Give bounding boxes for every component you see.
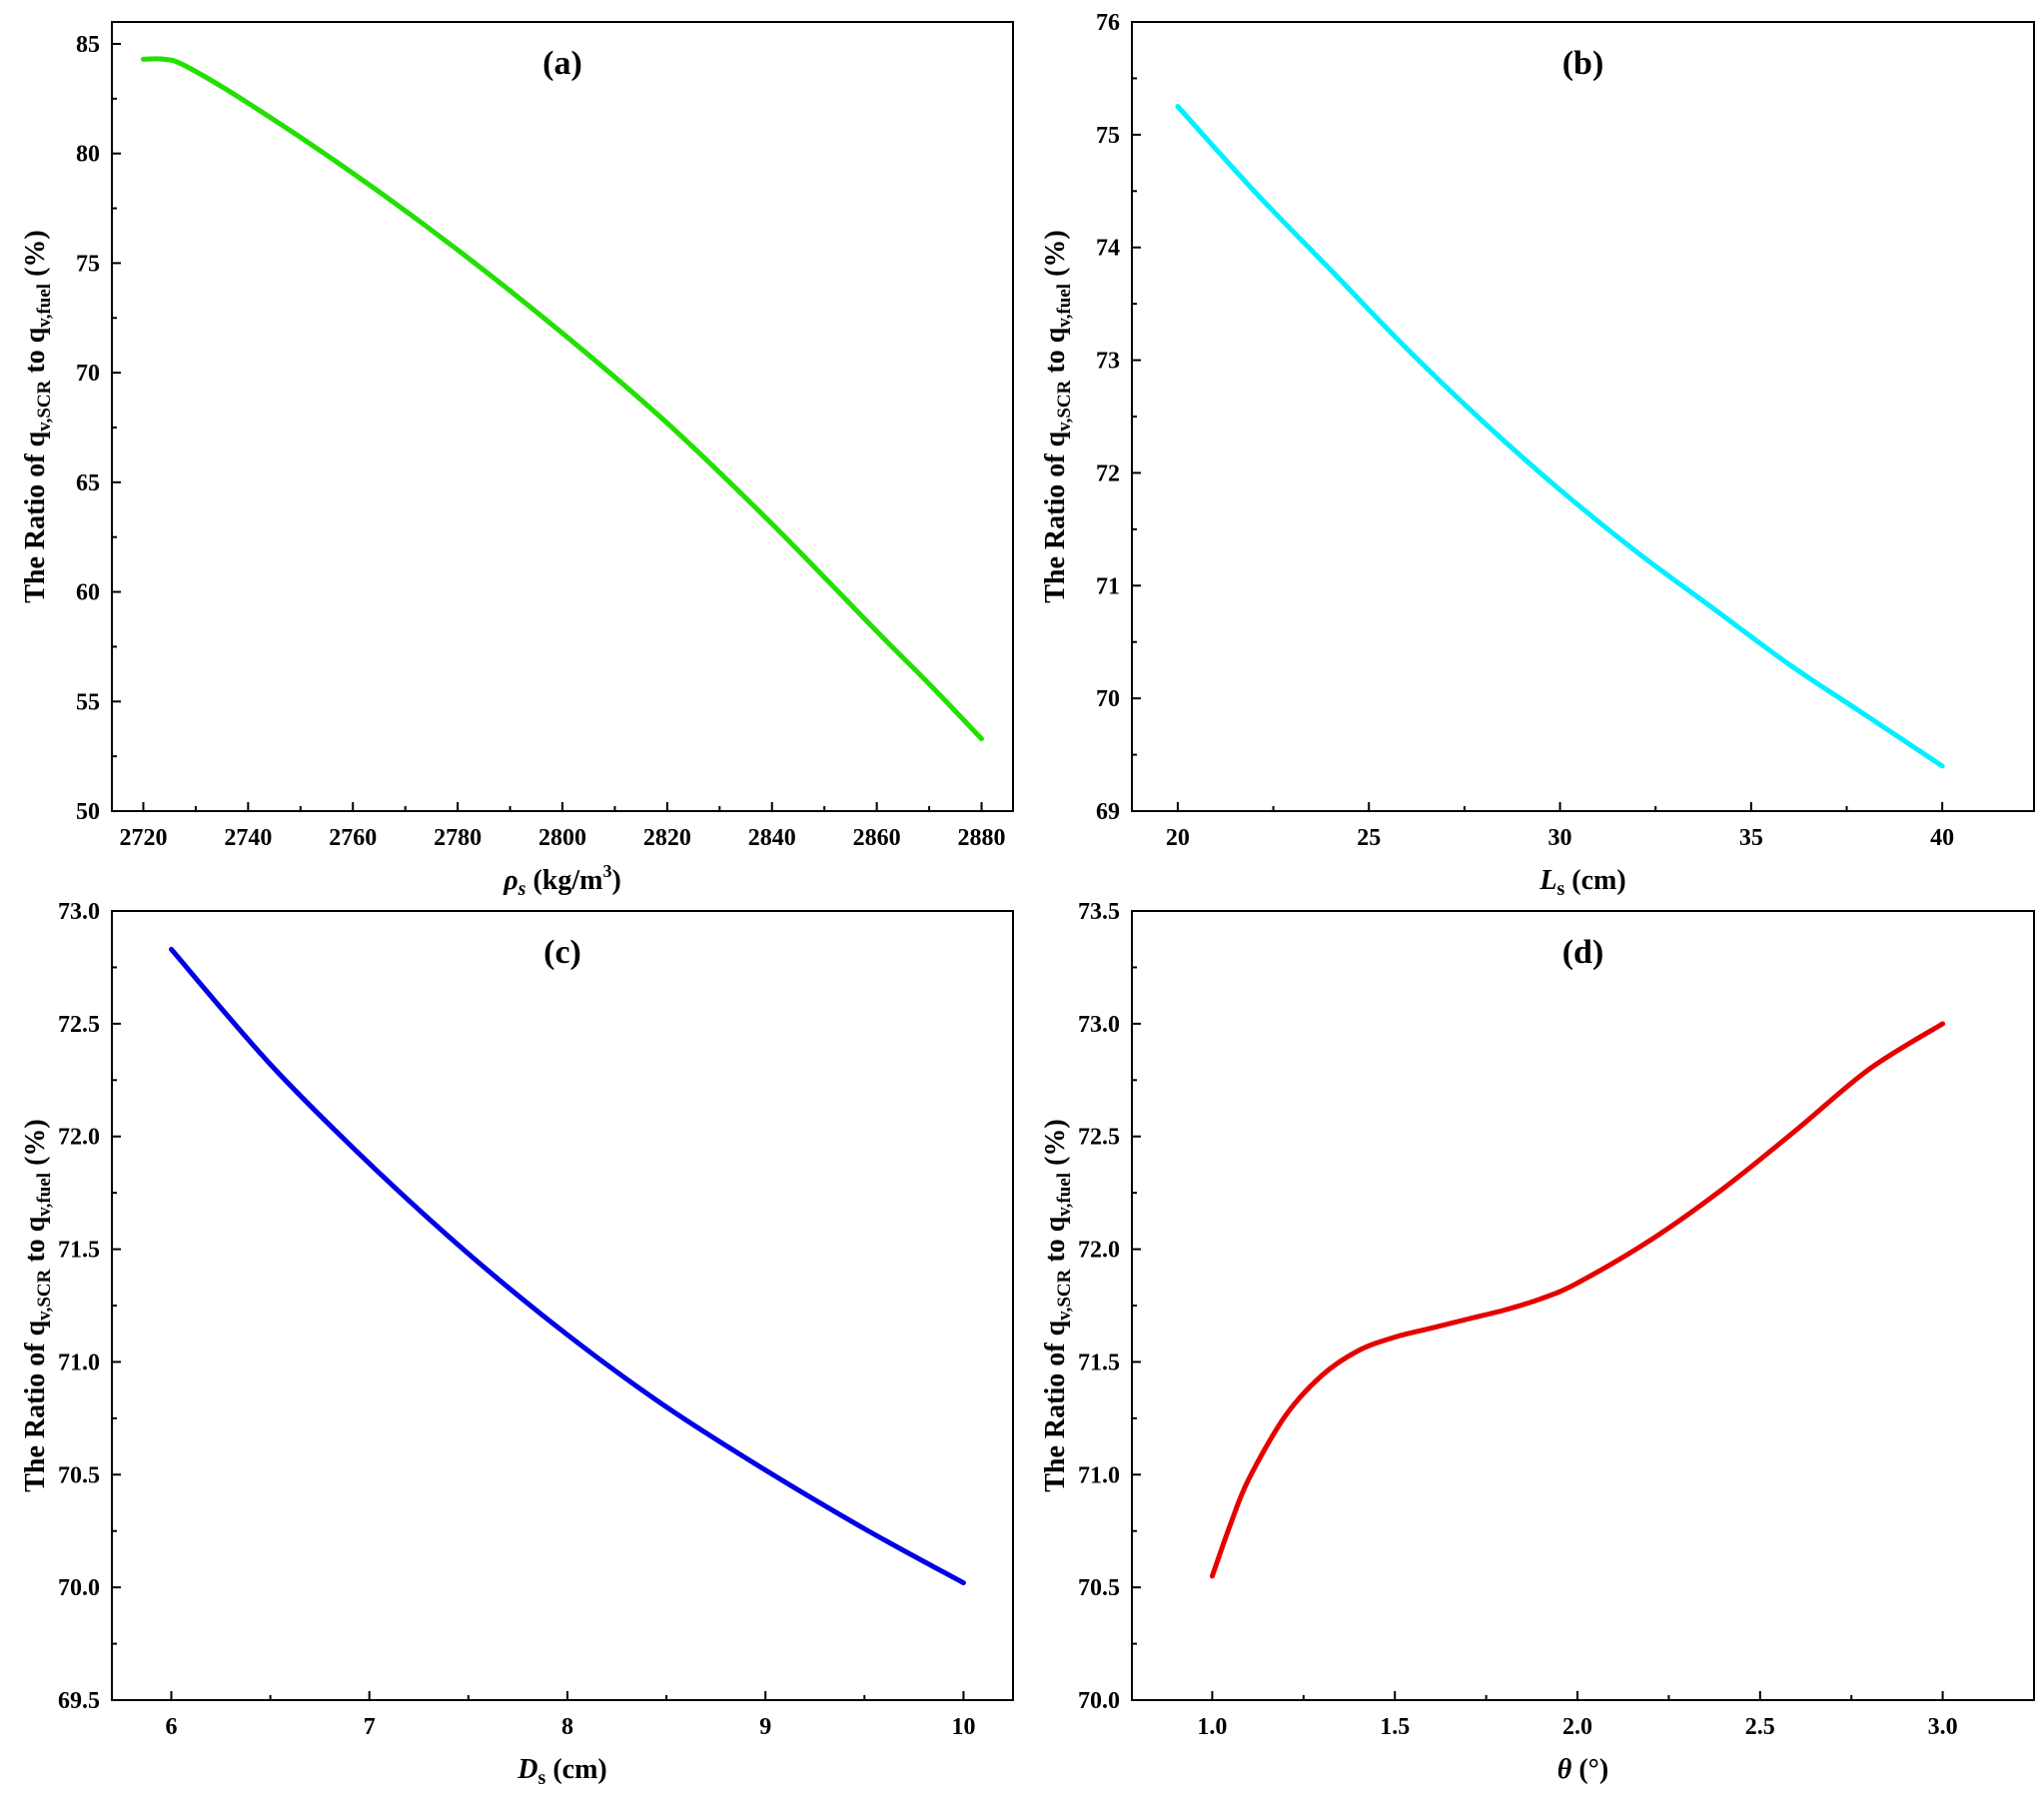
panel-a-x-tick-label: 2800 [538, 825, 586, 851]
panel-b: 20 25 30 35 40 69 70 71 72 73 74 75 76 (b) Ls (cm) The … [1040, 10, 2035, 900]
panel-d-y-tick-label: 71.5 [1078, 1350, 1120, 1375]
panel-d-y-tick-label: 70.5 [1078, 1575, 1120, 1601]
panel-b-series-line [1175, 104, 1945, 769]
panel-c-y-tick-label: 72.5 [58, 1012, 100, 1038]
panel-b-y-tick-label: 70 [1096, 686, 1120, 712]
panel-a-x-tick-label: 2840 [748, 825, 796, 851]
panel-c-y-tick-label: 70.0 [58, 1575, 100, 1601]
panel-b-x-tick-label: 30 [1548, 825, 1572, 851]
panel-c-y-tick-label: 69.5 [58, 1688, 100, 1714]
panel-c-y-tick-label: 71.0 [58, 1350, 100, 1375]
panel-a-y-tick-label: 85 [76, 32, 100, 58]
panel-d-y-tick-label: 73.5 [1078, 899, 1120, 925]
panel-c-x-tick-label: 9 [759, 1714, 771, 1740]
panel-b-title: (b) [1562, 45, 1604, 82]
panel-c-y-tick-label: 71.5 [58, 1238, 100, 1264]
panel-b-x-axis-title: Ls (cm) [1538, 865, 1625, 900]
panel-a-plot-frame [111, 21, 1014, 812]
panel-d-y-axis-title: The Ratio of qv,SCR to qv,fuel (%) [1040, 1119, 1075, 1492]
panel-b-x-tick-label: 35 [1739, 825, 1763, 851]
panel-c-y-tick-label: 70.5 [58, 1462, 100, 1488]
panel-a-x-tick-label: 2860 [853, 825, 901, 851]
panel-c-y-axis-title: The Ratio of qv,SCR to qv,fuel (%) [20, 1119, 55, 1492]
panel-c-x-axis-title: Ds (cm) [516, 1754, 606, 1789]
panel-c-title: (c) [543, 934, 581, 971]
panel-b-y-axis-title: The Ratio of qv,SCR to qv,fuel (%) [1040, 230, 1075, 603]
panel-d-x-tick-label: 1.5 [1380, 1714, 1410, 1740]
panel-a-y-tick-label: 55 [76, 689, 100, 715]
panel-a-y-axis-title: The Ratio of qv,SCR to qv,fuel (%) [20, 230, 55, 603]
panel-b-plot-frame [1131, 21, 2035, 812]
panel-a-x-tick-label: 2760 [329, 825, 377, 851]
panel-a-y-tick-label: 65 [76, 470, 100, 496]
panel-b-y-tick-label: 76 [1096, 10, 1120, 36]
panel-a-x-tick-label: 2720 [119, 825, 167, 851]
panel-d-title: (d) [1562, 934, 1604, 971]
panel-a-title: (a) [542, 45, 582, 82]
panel-d-y-tick-label: 73.0 [1078, 1012, 1120, 1038]
panel-d-x-axis-title: θ (°) [1557, 1754, 1608, 1785]
panel-d: 1.0 1.5 2.0 2.5 3.0 70.0 70.5 71.0 71.5 72.0 72.5 7… [1040, 899, 2035, 1785]
panel-a-y-tick-label: 75 [76, 251, 100, 277]
panel-d-series-line [1209, 1021, 1946, 1579]
panel-d-x-tick-label: 3.0 [1928, 1714, 1958, 1740]
panel-d-x-tick-label: 2.0 [1562, 1714, 1592, 1740]
panel-a-x-tick-label: 2740 [224, 825, 272, 851]
panel-b-x-tick-label: 25 [1357, 825, 1381, 851]
panel-c-x-tick-label: 10 [951, 1714, 975, 1740]
panel-a-y-tick-label: 50 [76, 799, 100, 825]
panel-a-x-tick-label: 2820 [643, 825, 691, 851]
panel-a-x-axis-title: ρs (kg/m3) [503, 861, 621, 900]
panel-d-x-tick-label: 2.5 [1745, 1714, 1775, 1740]
panel-d-y-tick-label: 71.0 [1078, 1462, 1120, 1488]
panel-a-series-line [141, 56, 984, 742]
panel-c-y-tick-label: 73.0 [58, 899, 100, 925]
panel-c-series-line [169, 946, 966, 1586]
panel-a-x-tick-label: 2880 [958, 825, 1006, 851]
panel-a-y-tick-label: 80 [76, 142, 100, 168]
panel-d-plot-frame [1131, 910, 2035, 1701]
panel-c-plot-frame [111, 910, 1014, 1701]
panel-a: 2720 2740 2760 2780 2800 2820 2840 2860 2880 50 55… [20, 21, 1014, 900]
panel-b-y-tick-label: 72 [1096, 460, 1120, 486]
panel-d-x-tick-label: 1.0 [1197, 1714, 1227, 1740]
panel-c-y-tick-label: 72.0 [58, 1125, 100, 1151]
panel-b-y-tick-label: 69 [1096, 799, 1120, 825]
panel-b-y-tick-label: 75 [1096, 123, 1120, 149]
panel-b-y-tick-label: 73 [1096, 349, 1120, 375]
panel-b-y-tick-label: 71 [1096, 573, 1120, 599]
panel-c: 6 7 8 9 10 69.5 70.0 70.5 71.0 71.5 72.0 72.5 73.0 (c… [20, 899, 1014, 1789]
panel-a-y-tick-label: 60 [76, 580, 100, 606]
panel-b-x-tick-label: 20 [1166, 825, 1190, 851]
panel-a-y-tick-label: 70 [76, 361, 100, 387]
panel-c-x-tick-label: 6 [165, 1714, 177, 1740]
panel-d-y-tick-label: 72.0 [1078, 1238, 1120, 1264]
panel-d-y-tick-label: 70.0 [1078, 1688, 1120, 1714]
panel-a-x-tick-label: 2780 [434, 825, 482, 851]
panel-b-x-tick-label: 40 [1930, 825, 1954, 851]
panel-d-y-tick-label: 72.5 [1078, 1125, 1120, 1151]
panel-c-x-tick-label: 7 [364, 1714, 376, 1740]
panel-b-y-tick-label: 74 [1096, 236, 1120, 262]
panel-c-x-tick-label: 8 [561, 1714, 573, 1740]
